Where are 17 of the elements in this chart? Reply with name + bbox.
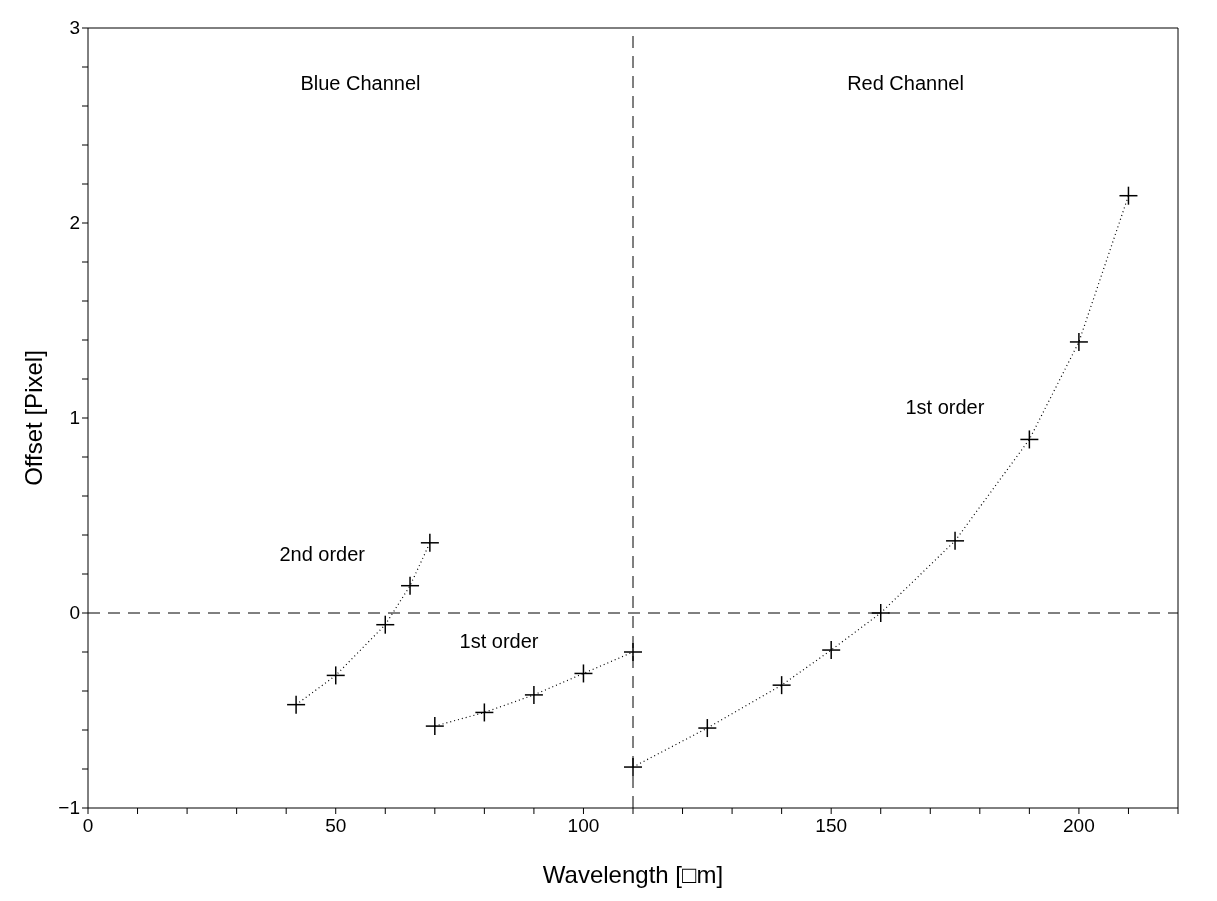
annotation: Blue Channel — [300, 71, 421, 94]
y-tick-label: 2 — [69, 212, 80, 233]
text: 2nd order — [279, 542, 366, 565]
y-axis-title: Offset [Pixel] — [19, 350, 47, 486]
x-tick-label: 50 — [325, 815, 347, 836]
x-tick-label: 200 — [1063, 815, 1095, 836]
y-tick-label: 0 — [69, 602, 80, 623]
series-label: 1st order — [459, 630, 539, 653]
text: 1st order — [905, 396, 985, 419]
y-tick-label: 1 — [69, 407, 80, 428]
x-tick-label: 100 — [567, 815, 600, 836]
annotation: Red Channel — [847, 71, 964, 94]
y-tick-label: −1 — [58, 797, 80, 818]
y-tick-label: 3 — [69, 17, 80, 38]
x-tick-label: 0 — [82, 815, 94, 836]
x-axis-title: Wavelength [□m] — [542, 861, 724, 889]
x-tick-label: 150 — [815, 815, 848, 836]
